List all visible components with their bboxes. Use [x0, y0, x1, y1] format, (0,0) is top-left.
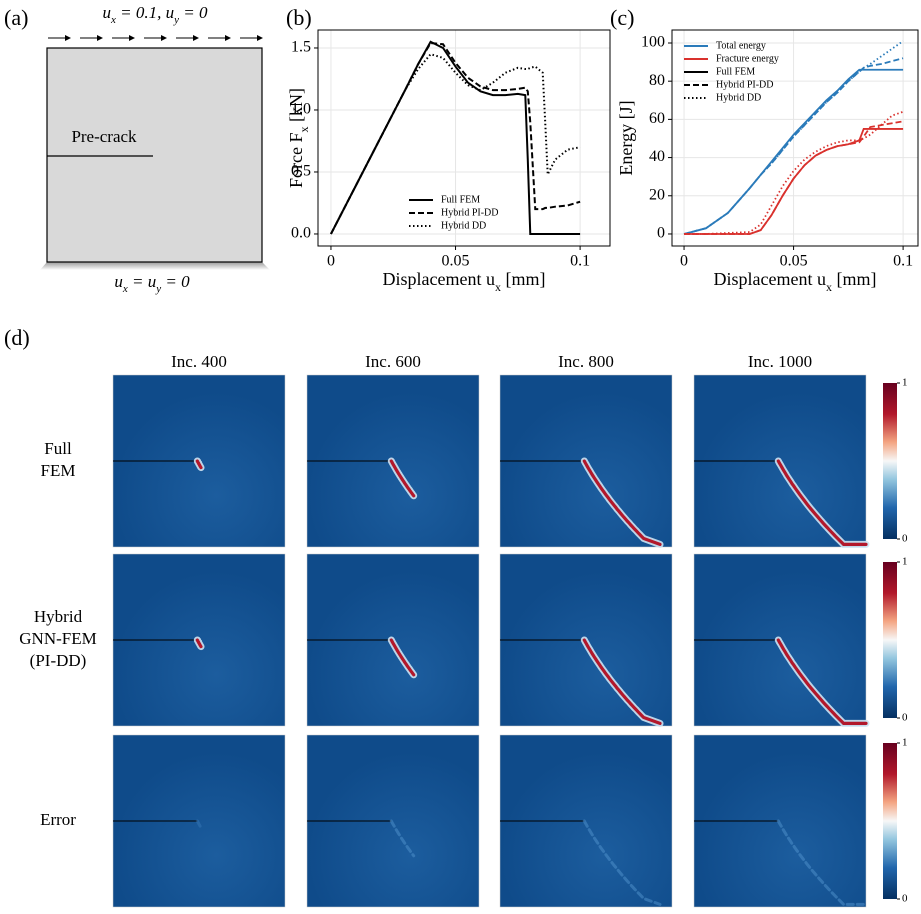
y-tick-label: 100 [641, 34, 665, 51]
row-label-line: GNN-FEM [19, 629, 96, 648]
axis-label: Energy [J] [616, 100, 636, 175]
legend-label: Hybrid PI-DD [716, 79, 774, 90]
crack [776, 638, 868, 725]
axes-frame [317, 29, 611, 247]
error-trace [389, 819, 416, 858]
column-header: Inc. 800 [558, 352, 614, 371]
panel-label: (d) [4, 325, 30, 350]
colorbar [883, 743, 897, 899]
crack [195, 459, 203, 470]
data-line [330, 41, 581, 235]
y-tick-label: 0.5 [291, 163, 311, 180]
colorbar-label: 0 [902, 533, 908, 545]
label-part: x [826, 280, 832, 294]
panel-label: (a) [4, 5, 28, 30]
error-trace [582, 819, 662, 906]
schematic: ux = 0.1, uy = 0 Pre-crack ux = uy = 0 [40, 3, 270, 295]
y-tick-label: 1.5 [291, 39, 311, 56]
y-tick-label: 1.0 [291, 101, 311, 118]
error-trace [776, 819, 868, 906]
y-tick-label: 20 [649, 186, 665, 203]
column-header: Inc. 1000 [748, 352, 812, 371]
data-line [683, 57, 904, 235]
crack [389, 638, 416, 677]
support [40, 262, 270, 270]
error-trace [195, 819, 203, 830]
x-tick-label: 0.1 [570, 253, 590, 270]
legend-label: Hybrid DD [441, 220, 486, 231]
label-part: x [495, 280, 501, 294]
axes-frame [671, 29, 919, 247]
colorbar [883, 562, 897, 718]
row-label: Hybrid GNN-FEM (PI-DD) [19, 607, 96, 670]
row-label: Error [40, 810, 76, 829]
label-part: [kN] [286, 88, 306, 127]
crack-label: Pre-crack [71, 127, 137, 146]
y-tick-label: 0 [657, 225, 665, 242]
row-label-line: (PI-DD) [30, 651, 87, 670]
row-label: Full FEM [41, 439, 76, 480]
crack [389, 459, 416, 498]
legend-label: Full FEM [441, 194, 480, 205]
label-part: Energy [J] [616, 100, 636, 175]
data-line [684, 120, 904, 235]
crack [582, 459, 662, 546]
y-tick-label: 40 [649, 148, 665, 165]
panel-label: (b) [286, 5, 312, 30]
x-tick-label: 0 [680, 253, 688, 270]
boundary-condition: ux = uy = 0 [114, 272, 190, 295]
field-map [499, 734, 673, 908]
axis-label: Force Fx [kN] [286, 88, 311, 188]
legend-label: Hybrid PI-DD [441, 207, 499, 218]
boundary-condition: ux = 0.1, uy = 0 [103, 3, 208, 26]
crack [776, 459, 868, 546]
legend-label: Hybrid DD [716, 92, 761, 103]
legend-label: Fracture energy [716, 53, 779, 64]
x-tick-label: 0.1 [893, 253, 913, 270]
colorbar-label: 0 [902, 893, 908, 905]
label-part: Displacement u [383, 269, 495, 289]
row-label-line: Error [40, 810, 76, 829]
domain [46, 47, 263, 263]
legend-label: Full FEM [716, 66, 755, 77]
y-tick-label: 80 [649, 72, 665, 89]
label-part: x [297, 127, 311, 133]
x-tick-label: 0 [327, 253, 335, 270]
x-tick-label: 0.05 [780, 253, 808, 270]
label-part: [mm] [832, 269, 877, 289]
crack [195, 638, 203, 649]
panel-label: (c) [610, 5, 634, 30]
colorbar [883, 383, 897, 539]
legend-label: Total energy [716, 40, 766, 51]
row-label-line: FEM [41, 461, 76, 480]
y-tick-label: 60 [649, 110, 665, 127]
axis-label: Displacement ux [mm] [714, 269, 877, 294]
crack [582, 638, 662, 725]
data-line [683, 40, 904, 235]
colorbar-label: 1 [902, 556, 908, 568]
label-part: [mm] [501, 269, 546, 289]
axis-label: Displacement ux [mm] [383, 269, 546, 294]
colorbar-label: 1 [902, 737, 908, 749]
colorbar-label: 1 [902, 377, 908, 389]
colorbar-label: 0 [902, 712, 908, 724]
label-part: Force F [286, 133, 306, 189]
row-label-line: Full [44, 439, 72, 458]
column-header: Inc. 600 [365, 352, 421, 371]
label-part: Displacement u [714, 269, 826, 289]
x-tick-label: 0.05 [442, 253, 470, 270]
y-tick-label: 0.0 [291, 225, 311, 242]
row-label-line: Hybrid [34, 607, 83, 626]
column-header: Inc. 400 [171, 352, 227, 371]
